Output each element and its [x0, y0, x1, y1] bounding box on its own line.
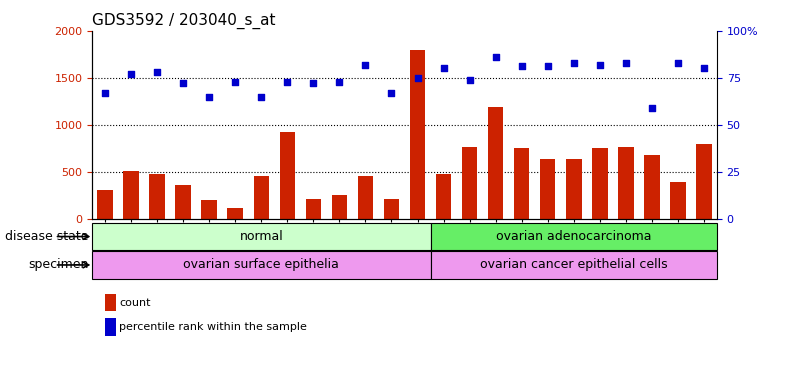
Text: ovarian adenocarcinoma: ovarian adenocarcinoma — [496, 230, 651, 243]
Point — [567, 60, 580, 66]
Text: ovarian cancer epithelial cells: ovarian cancer epithelial cells — [480, 258, 667, 271]
Bar — [384, 199, 399, 219]
Bar — [436, 174, 452, 219]
Bar — [514, 148, 529, 219]
Point — [229, 78, 242, 84]
Point — [515, 63, 528, 70]
Point — [125, 71, 138, 77]
Point — [437, 65, 450, 71]
Bar — [357, 175, 373, 219]
Bar — [332, 195, 348, 219]
Bar — [670, 182, 686, 219]
Bar — [253, 175, 269, 219]
Point — [151, 69, 163, 75]
Point — [177, 80, 190, 86]
Bar — [98, 190, 113, 219]
Text: count: count — [119, 298, 151, 308]
Point — [463, 76, 476, 83]
Point — [99, 90, 111, 96]
Bar — [92, 223, 431, 250]
Text: GDS3592 / 203040_s_at: GDS3592 / 203040_s_at — [92, 13, 276, 29]
Bar — [227, 208, 244, 219]
Bar — [175, 185, 191, 219]
Point — [489, 54, 502, 60]
Bar — [461, 147, 477, 219]
Point — [359, 61, 372, 68]
Point — [255, 94, 268, 100]
Bar — [105, 294, 116, 311]
Bar — [431, 251, 717, 279]
Bar — [566, 159, 582, 219]
Bar — [618, 147, 634, 219]
Bar — [280, 132, 295, 219]
Bar — [105, 318, 116, 336]
Bar — [306, 199, 321, 219]
Point — [594, 61, 606, 68]
Point — [698, 65, 710, 71]
Point — [619, 60, 632, 66]
Text: ovarian surface epithelia: ovarian surface epithelia — [183, 258, 340, 271]
Bar — [644, 155, 660, 219]
Bar — [92, 251, 431, 279]
Bar — [696, 144, 711, 219]
Bar — [123, 171, 139, 219]
Point — [646, 105, 658, 111]
Text: disease state: disease state — [6, 230, 89, 243]
Point — [385, 90, 398, 96]
Text: percentile rank within the sample: percentile rank within the sample — [119, 322, 307, 332]
Point — [281, 78, 294, 84]
Point — [203, 94, 215, 100]
Bar — [592, 148, 607, 219]
Point — [671, 60, 684, 66]
Point — [541, 63, 554, 70]
Bar — [150, 174, 165, 219]
Bar — [431, 223, 717, 250]
Point — [333, 78, 346, 84]
Point — [411, 74, 424, 81]
Point — [307, 80, 320, 86]
Text: normal: normal — [239, 230, 284, 243]
Bar — [540, 159, 555, 219]
Bar — [488, 107, 503, 219]
Bar — [409, 50, 425, 219]
Text: specimen: specimen — [29, 258, 89, 271]
Bar — [202, 200, 217, 219]
